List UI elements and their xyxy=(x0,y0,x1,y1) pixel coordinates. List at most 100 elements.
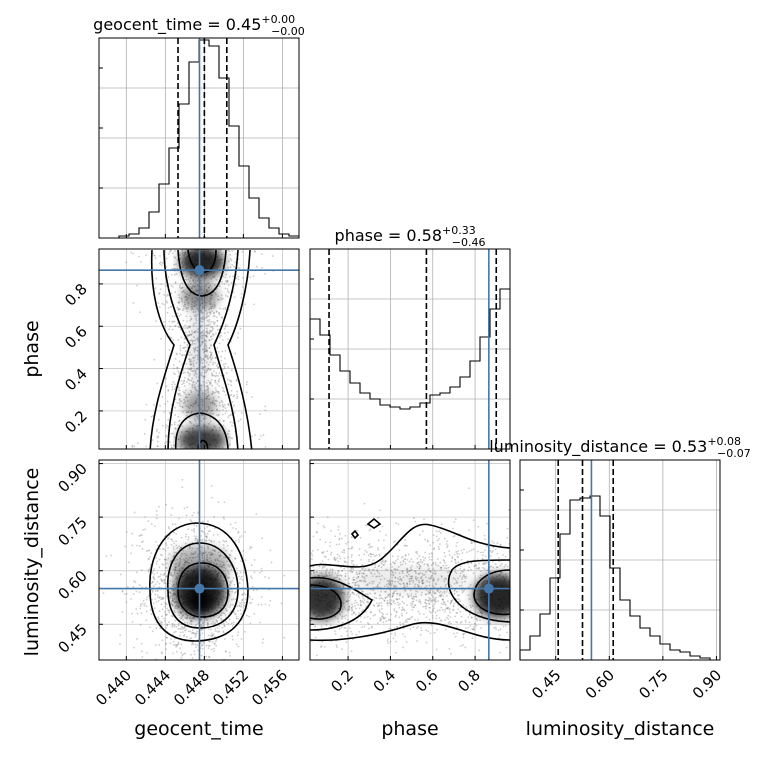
scatter-point xyxy=(183,634,186,636)
scatter-point xyxy=(222,363,225,366)
scatter-point xyxy=(211,326,214,329)
truth-marker xyxy=(194,583,205,594)
scatter-point xyxy=(452,605,455,608)
scatter-point xyxy=(234,592,236,594)
scatter-point xyxy=(177,415,180,418)
scatter-point xyxy=(352,612,355,614)
scatter-point xyxy=(172,540,174,543)
scatter-point xyxy=(234,284,237,286)
scatter-point xyxy=(455,545,458,548)
scatter-point xyxy=(499,544,502,547)
scatter-point xyxy=(212,370,215,373)
scatter-point xyxy=(259,621,261,624)
scatter-point xyxy=(218,342,221,345)
scatter-point xyxy=(325,573,327,576)
scatter-point xyxy=(215,638,218,641)
scatter-point xyxy=(227,284,230,287)
scatter-point xyxy=(350,650,353,653)
scatter-point xyxy=(208,315,210,317)
scatter-point xyxy=(414,618,416,621)
scatter-point xyxy=(102,592,105,595)
scatter-point xyxy=(341,621,344,624)
scatter-point xyxy=(183,507,186,510)
scatter-point xyxy=(195,525,198,527)
scatter-point xyxy=(188,330,191,333)
scatter-point xyxy=(433,631,436,634)
scatter-point xyxy=(239,571,242,574)
density-blob xyxy=(310,576,344,620)
scatter-point xyxy=(431,614,434,617)
scatter-point xyxy=(467,569,470,572)
scatter-point xyxy=(366,593,369,596)
scatter-point xyxy=(180,297,183,300)
scatter-point xyxy=(194,419,197,422)
scatter-point xyxy=(236,573,239,575)
scatter-point xyxy=(435,614,438,617)
scatter-point xyxy=(232,275,234,278)
scatter-point xyxy=(173,267,176,270)
scatter-point xyxy=(171,328,174,331)
scatter-point xyxy=(343,551,346,554)
scatter-point xyxy=(173,367,175,370)
scatter-point xyxy=(217,501,220,504)
scatter-point xyxy=(159,575,161,578)
contour-line xyxy=(310,523,510,642)
scatter-point xyxy=(503,617,506,620)
scatter-point xyxy=(253,571,256,574)
scatter-point xyxy=(215,371,218,374)
scatter-point xyxy=(160,337,163,340)
scatter-point xyxy=(395,651,397,654)
tick-label: 0.45 xyxy=(54,620,90,656)
tick-label: 0.8 xyxy=(61,280,91,310)
scatter-point xyxy=(491,550,494,552)
scatter-point xyxy=(215,364,218,367)
scatter-point xyxy=(223,624,226,627)
scatter-point xyxy=(171,585,174,588)
scatter-point xyxy=(264,272,266,275)
scatter-point xyxy=(179,284,182,287)
scatter-point xyxy=(119,573,122,576)
scatter-point xyxy=(479,619,482,622)
scatter-point xyxy=(221,413,224,416)
scatter-point xyxy=(232,577,235,579)
scatter-point xyxy=(131,621,134,623)
scatter-point xyxy=(228,651,231,654)
scatter-point xyxy=(154,593,157,596)
scatter-point xyxy=(209,628,212,631)
scatter-point xyxy=(224,540,226,543)
scatter-point xyxy=(191,620,193,622)
scatter-point xyxy=(176,547,179,550)
scatter-point xyxy=(379,594,382,597)
scatter-point xyxy=(166,538,169,540)
scatter-point xyxy=(261,641,264,644)
scatter-point xyxy=(201,644,204,647)
scatter-point xyxy=(388,602,391,605)
scatter-point xyxy=(399,561,402,564)
scatter-point xyxy=(197,539,200,542)
scatter-point xyxy=(185,278,187,281)
scatter-point xyxy=(236,390,239,393)
scatter-point xyxy=(393,609,396,612)
scatter-point xyxy=(486,522,489,525)
scatter-point xyxy=(353,612,355,615)
scatter-point xyxy=(188,358,191,360)
scatter-point xyxy=(158,548,161,550)
scatter-point xyxy=(317,549,319,551)
scatter-point xyxy=(242,593,244,596)
scatter-point xyxy=(121,611,124,613)
scatter-point xyxy=(429,632,432,635)
scatter-point xyxy=(216,414,218,417)
scatter-point xyxy=(164,549,167,552)
scatter-point xyxy=(174,282,177,284)
scatter-point xyxy=(180,536,183,539)
scatter-point xyxy=(351,591,354,594)
scatter-point xyxy=(378,604,381,607)
scatter-point xyxy=(361,568,363,570)
scatter-point xyxy=(189,368,191,371)
scatter-point xyxy=(408,560,411,563)
tick-label: 0.2 xyxy=(327,666,357,696)
scatter-point xyxy=(499,628,502,630)
scatter-point xyxy=(210,635,213,638)
scatter-point xyxy=(359,599,362,602)
scatter-point xyxy=(165,562,168,565)
